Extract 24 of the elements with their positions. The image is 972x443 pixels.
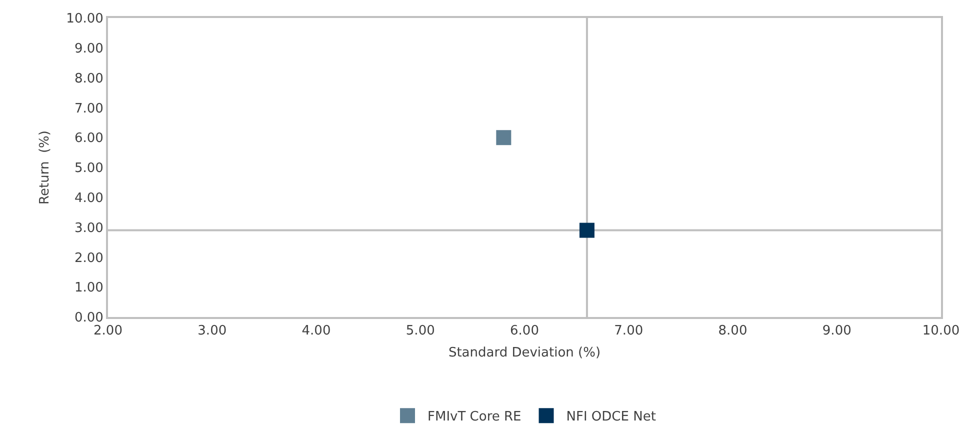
y-tick-label: 3.00 xyxy=(74,220,104,236)
x-tick-label: 5.00 xyxy=(406,324,435,339)
y-tick-label: 0.00 xyxy=(74,310,104,326)
x-tick-label: 9.00 xyxy=(822,324,852,339)
y-tick-label: 1.00 xyxy=(74,280,104,296)
x-tick-label: 3.00 xyxy=(198,324,227,339)
x-tick-label: 6.00 xyxy=(510,324,539,339)
x-tick-label: 7.00 xyxy=(614,324,644,339)
x-axis-title: Standard Deviation (%) xyxy=(448,346,601,361)
x-tick-label: 2.00 xyxy=(94,324,122,339)
y-tick-label: 5.00 xyxy=(74,161,104,176)
y-tick-label: 9.00 xyxy=(74,41,104,56)
x-tick-label: 8.00 xyxy=(718,324,748,339)
y-tick-label: 6.00 xyxy=(74,131,104,146)
x-tick-label: 4.00 xyxy=(302,324,331,339)
y-tick-label: 2.00 xyxy=(74,250,104,266)
legend-label: FMIvT Core RE xyxy=(428,410,522,425)
y-tick-label: 7.00 xyxy=(74,101,104,116)
y-tick-label: 10.00 xyxy=(66,12,104,27)
x-tick-label: 10.00 xyxy=(922,324,960,339)
y-tick-label: 8.00 xyxy=(74,71,104,86)
legend-label: NFI ODCE Net xyxy=(566,410,656,425)
y-tick-label: 4.00 xyxy=(74,190,104,206)
y-axis-title: Return (%) xyxy=(38,130,53,204)
